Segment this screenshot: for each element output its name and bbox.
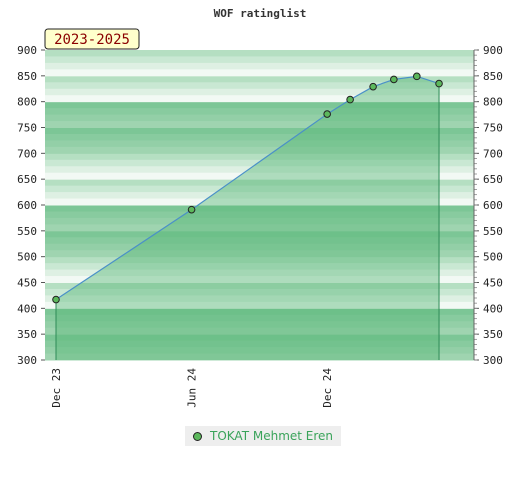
background-band — [45, 185, 474, 193]
legend-label: TOKAT Mehmet Eren — [210, 429, 334, 443]
data-point — [187, 205, 196, 214]
y-tick-label-right: 400 — [483, 302, 503, 315]
y-tick-label-left: 500 — [17, 251, 37, 264]
background-band — [45, 269, 474, 277]
background-band — [45, 192, 474, 200]
x-tick-label: Jun 24 — [186, 368, 199, 408]
background-band — [45, 314, 474, 322]
y-tick-label-left: 750 — [17, 122, 37, 135]
background-band — [45, 166, 474, 174]
data-point — [346, 95, 354, 104]
background-band — [45, 256, 474, 264]
y-tick-label-left: 550 — [17, 225, 37, 238]
background-band — [45, 121, 474, 128]
background-band — [45, 56, 474, 64]
background-band — [45, 108, 474, 116]
background-band — [45, 321, 474, 329]
background-band — [45, 224, 474, 232]
y-tick-label-left: 900 — [17, 44, 37, 57]
series-line — [55, 75, 440, 301]
background-band — [45, 230, 474, 238]
period-badge — [44, 28, 140, 50]
background-band — [45, 75, 474, 83]
legend-marker-icon — [193, 431, 202, 441]
y-tick-label-left: 650 — [17, 173, 37, 186]
background-band — [45, 276, 474, 283]
y-tick-label-left: 300 — [17, 354, 37, 367]
background-band — [45, 327, 474, 335]
background-band — [45, 217, 474, 225]
background-band — [45, 243, 474, 251]
y-tick-label-right: 650 — [483, 173, 503, 186]
series-area — [56, 76, 440, 360]
background-band — [45, 127, 474, 135]
y-tick-label-left: 800 — [17, 96, 37, 109]
background-band — [45, 172, 474, 180]
y-tick-label-right: 450 — [483, 277, 503, 290]
background-band — [45, 237, 474, 245]
background-band — [45, 308, 474, 316]
data-point — [52, 295, 60, 304]
data-point — [369, 82, 377, 91]
background-band — [45, 62, 474, 70]
background-band — [45, 88, 474, 96]
y-tick-label-right: 300 — [483, 354, 503, 367]
background-band — [45, 95, 474, 103]
background-band — [45, 347, 474, 355]
background-band — [45, 340, 474, 348]
background-band — [45, 205, 474, 212]
y-tick-label-right: 350 — [483, 328, 503, 341]
background-band — [45, 140, 474, 148]
data-point — [390, 75, 398, 84]
x-tick-label: Dec 23 — [50, 368, 63, 408]
y-tick-label-right: 750 — [483, 122, 503, 135]
y-tick-label-right: 800 — [483, 96, 503, 109]
background-band — [45, 334, 474, 342]
y-tick-label-right: 850 — [483, 70, 503, 83]
data-point — [323, 110, 331, 118]
background-band — [45, 198, 474, 206]
y-tick-label-left: 350 — [17, 328, 37, 341]
background-band — [45, 211, 474, 219]
y-tick-label-left: 450 — [17, 277, 37, 290]
y-tick-label-right: 600 — [483, 199, 503, 212]
background-band — [45, 146, 474, 154]
legend: TOKAT Mehmet Eren — [185, 426, 342, 446]
y-tick-label-left: 400 — [17, 302, 37, 315]
period-badge-label: 2023-2025 — [54, 32, 130, 48]
y-tick-label-left: 700 — [17, 147, 37, 160]
background-band — [45, 179, 474, 187]
y-tick-label-left: 850 — [17, 70, 37, 83]
data-point — [413, 72, 421, 81]
y-tick-label-right: 700 — [483, 147, 503, 160]
background-band — [45, 82, 474, 90]
background-band — [45, 263, 474, 271]
chart-title: WOF ratinglist — [214, 7, 307, 20]
background-band — [45, 133, 474, 141]
background-band — [45, 153, 474, 161]
background-band — [45, 101, 474, 109]
background-band — [45, 114, 474, 122]
background-band — [45, 250, 474, 258]
background-band — [45, 353, 474, 361]
background-band — [45, 50, 474, 57]
background-band — [45, 288, 474, 296]
y-tick-label-right: 550 — [483, 225, 503, 238]
background-band — [45, 282, 474, 290]
data-point — [435, 79, 443, 88]
y-tick-label-right: 500 — [483, 251, 503, 264]
background-band — [45, 301, 474, 309]
y-tick-label-right: 900 — [483, 44, 503, 57]
background-band — [45, 159, 474, 167]
background-band — [45, 69, 474, 77]
y-tick-label-left: 600 — [17, 199, 37, 212]
x-tick-label: Dec 24 — [321, 368, 334, 408]
background-band — [45, 295, 474, 303]
